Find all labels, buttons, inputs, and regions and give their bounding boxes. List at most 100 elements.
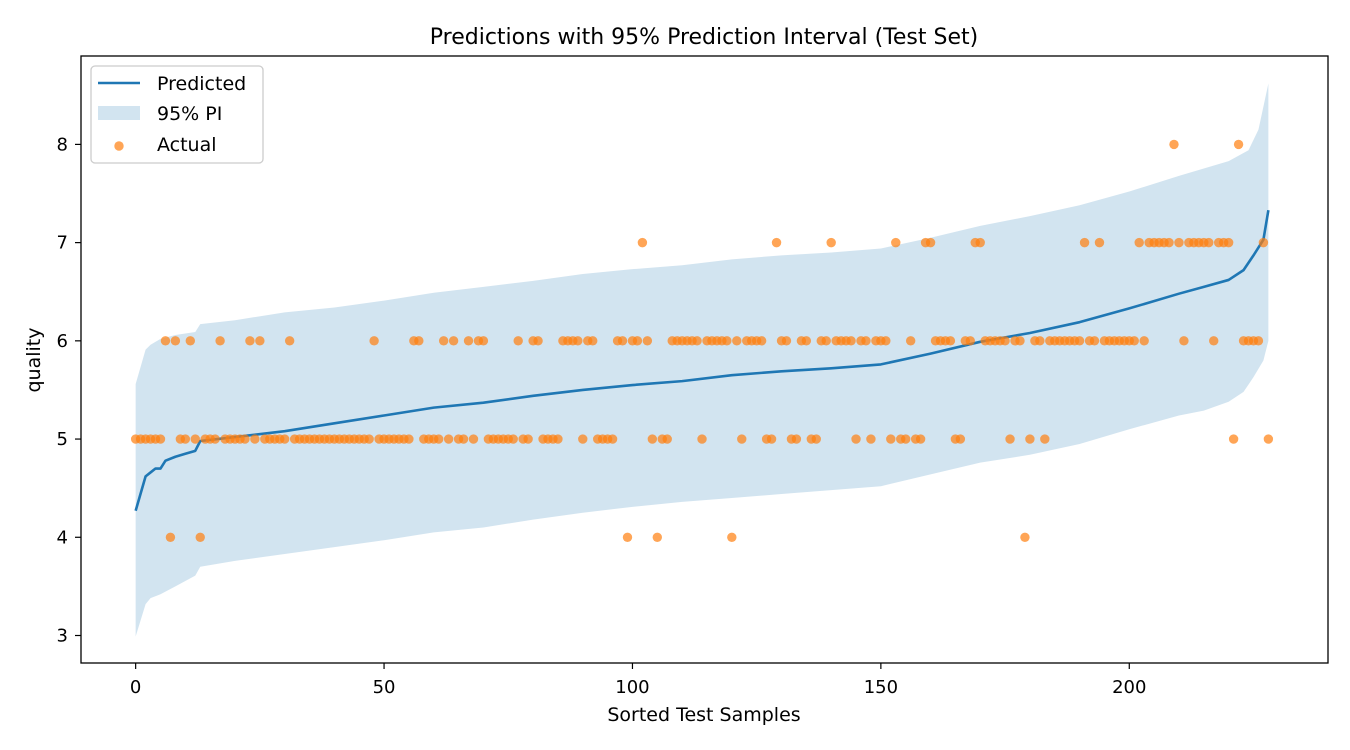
y-tick-label: 8 <box>57 134 68 155</box>
actual-point <box>732 336 742 346</box>
actual-point <box>727 532 737 542</box>
actual-point <box>190 434 200 444</box>
legend-actual-swatch <box>114 141 124 151</box>
legend-interval-swatch <box>98 106 140 120</box>
chart-title: Predictions with 95% Prediction Interval… <box>430 25 978 50</box>
actual-point <box>881 336 891 346</box>
actual-point <box>1253 336 1264 346</box>
legend-predicted-label: Predicted <box>157 73 246 95</box>
x-tick-label: 50 <box>373 677 396 698</box>
actual-point <box>1025 434 1035 444</box>
actual-point <box>588 336 598 346</box>
actual-point <box>1015 336 1025 346</box>
actual-point <box>1228 434 1239 444</box>
actual-point <box>955 434 966 444</box>
actual-point <box>458 434 469 444</box>
y-tick-label: 4 <box>57 527 68 548</box>
actual-point <box>756 336 767 346</box>
actual-point <box>781 336 792 346</box>
actual-point <box>851 434 861 444</box>
actual-point <box>1074 336 1085 346</box>
actual-point <box>255 336 265 346</box>
actual-point <box>647 434 658 444</box>
actual-point <box>737 434 747 444</box>
actual-point <box>553 434 563 444</box>
actual-point <box>925 237 936 248</box>
actual-point <box>901 434 911 444</box>
actual-point <box>632 336 643 346</box>
actual-point <box>1094 237 1105 248</box>
actual-point <box>642 336 653 346</box>
actual-point <box>697 434 707 444</box>
actual-point <box>513 336 523 346</box>
actual-point <box>945 336 956 346</box>
actual-point <box>891 237 901 248</box>
actual-point <box>722 336 732 346</box>
actual-point <box>250 434 260 444</box>
y-axis-label: quality <box>23 328 45 393</box>
plot-area <box>130 83 1274 637</box>
legend-box <box>90 65 264 164</box>
x-tick-label: 200 <box>1112 677 1146 698</box>
actual-point <box>573 336 583 346</box>
actual-point <box>692 336 702 346</box>
y-tick-label: 6 <box>57 331 68 352</box>
actual-point <box>1179 336 1189 346</box>
actual-point <box>861 336 871 346</box>
y-tick-label: 5 <box>57 429 68 450</box>
actual-point <box>1164 237 1174 248</box>
actual-point <box>905 336 916 346</box>
actual-point <box>404 434 414 444</box>
actual-point <box>578 434 588 444</box>
actual-point <box>155 434 166 444</box>
actual-point <box>240 434 250 444</box>
axes-frame <box>80 55 1329 664</box>
actual-point <box>279 434 290 444</box>
actual-point <box>965 336 975 346</box>
actual-point <box>210 434 220 444</box>
prediction-interval-band <box>135 83 1269 637</box>
y-tick-label: 3 <box>57 625 68 646</box>
actual-point <box>1258 237 1269 248</box>
actual-point <box>369 336 379 346</box>
actual-point <box>791 434 802 444</box>
actual-point <box>195 532 205 542</box>
y-axis: 3 4 5 6 7 8 <box>57 134 81 646</box>
actual-point <box>1169 139 1179 150</box>
actual-point <box>771 237 782 248</box>
x-axis-label: Sorted Test Samples <box>607 704 800 726</box>
actual-point <box>1233 139 1244 150</box>
y-tick-label: 7 <box>57 233 68 254</box>
actual-point <box>438 336 449 346</box>
actual-point <box>1139 336 1149 346</box>
x-tick-label: 100 <box>615 677 649 698</box>
actual-point <box>434 434 444 444</box>
actual-point <box>886 434 896 444</box>
actual-point <box>508 434 518 444</box>
actual-point <box>766 434 777 444</box>
actual-point <box>811 434 821 444</box>
actual-point <box>1005 434 1015 444</box>
actual-point <box>1089 336 1100 346</box>
actual-point <box>1174 237 1184 248</box>
legend-interval-label: 95% PI <box>157 103 222 125</box>
actual-point <box>1204 237 1214 248</box>
actual-point <box>364 434 374 444</box>
actual-point <box>607 434 618 444</box>
predicted-line <box>134 209 1270 512</box>
actual-point <box>1079 237 1090 248</box>
actual-point <box>617 336 628 346</box>
actual-point <box>975 237 985 248</box>
actual-point <box>284 336 295 346</box>
actual-point <box>1209 336 1219 346</box>
actual-point <box>533 336 543 346</box>
actual-point <box>1263 434 1274 444</box>
actual-point <box>662 434 672 444</box>
legend: Predicted 95% PI Actual <box>90 65 264 164</box>
actual-point <box>245 336 255 346</box>
actual-point <box>915 434 926 444</box>
x-axis: 0 50 100 150 200 <box>130 663 1146 698</box>
actual-point <box>165 532 176 542</box>
actual-point <box>622 532 633 542</box>
